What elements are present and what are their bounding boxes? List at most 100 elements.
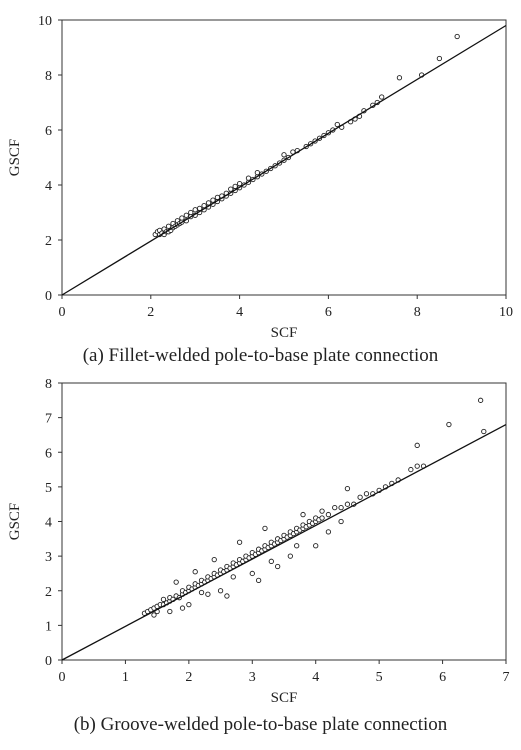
data-point	[173, 579, 179, 585]
data-point	[192, 569, 198, 575]
y-tick-label: 8	[45, 69, 52, 84]
y-tick-label: 5	[45, 481, 52, 496]
x-tick-label: 10	[499, 305, 513, 320]
data-point	[254, 169, 261, 176]
data-point	[414, 442, 420, 448]
data-point	[287, 553, 293, 559]
data-point	[232, 183, 238, 190]
y-axis-label: GSCF	[7, 503, 23, 541]
data-point	[477, 397, 484, 403]
data-point	[262, 525, 268, 532]
y-tick-label: 10	[38, 14, 52, 29]
data-point	[414, 463, 420, 469]
data-point	[344, 485, 351, 492]
data-points	[141, 397, 487, 618]
data-point	[179, 215, 185, 221]
data-point	[396, 75, 403, 81]
data-point	[436, 55, 443, 62]
data-point	[338, 504, 344, 511]
data-point	[245, 175, 252, 181]
x-tick-label: 8	[414, 305, 421, 320]
data-point	[325, 511, 332, 518]
data-point	[363, 491, 370, 497]
data-point	[446, 421, 452, 428]
chart-a-caption: (a) Fillet-welded pole-to-base plate con…	[82, 345, 439, 366]
y-tick-label: 4	[45, 179, 52, 194]
data-points	[152, 33, 460, 238]
data-point	[236, 180, 243, 187]
x-tick-label: 3	[249, 670, 256, 685]
data-point	[205, 591, 211, 597]
data-point	[160, 596, 167, 603]
data-point	[344, 501, 351, 507]
data-point	[313, 543, 319, 549]
data-point	[151, 612, 157, 618]
data-point	[319, 515, 325, 521]
chart-b-caption: (b) Groove-welded pole-to-base plate con…	[73, 714, 448, 735]
x-tick-label: 7	[503, 670, 510, 685]
y-tick-label: 0	[45, 654, 52, 669]
x-tick-label: 6	[325, 305, 332, 320]
data-point	[210, 197, 216, 203]
x-tick-label: 1	[122, 670, 129, 685]
data-point	[300, 511, 306, 518]
chart-b: 0 1 2 3 4 5 6 7 0 1 2 3 4 5 6 7 8 SCF GSCF	[7, 377, 510, 706]
x-tick-label: 6	[439, 670, 446, 685]
data-point	[217, 588, 224, 594]
data-point	[275, 563, 281, 570]
data-point	[228, 186, 234, 192]
data-point	[268, 558, 274, 564]
x-tick-label: 5	[376, 670, 383, 685]
data-point	[481, 428, 487, 435]
plot-area-frame	[61, 382, 507, 661]
data-point	[334, 121, 340, 128]
y-tick-label: 2	[45, 234, 52, 249]
data-point	[179, 605, 186, 611]
data-point	[249, 570, 255, 577]
y-tick-label: 4	[45, 516, 52, 531]
data-point	[357, 494, 363, 500]
data-point	[255, 577, 262, 584]
data-point	[338, 518, 344, 525]
x-tick-label: 2	[185, 670, 192, 685]
data-point	[183, 212, 189, 218]
y-tick-label: 1	[45, 619, 52, 634]
data-point	[236, 539, 243, 545]
data-point	[186, 601, 192, 608]
data-point	[224, 593, 230, 599]
data-point	[211, 556, 217, 563]
data-point	[188, 209, 194, 216]
data-point	[281, 152, 287, 158]
data-point	[454, 33, 460, 40]
y-tick-label: 8	[45, 377, 52, 392]
x-tick-label: 2	[147, 305, 154, 320]
data-point	[192, 207, 198, 213]
y-tick-label: 6	[45, 446, 52, 461]
data-point	[198, 589, 205, 596]
data-point	[214, 194, 221, 201]
data-point	[294, 543, 300, 549]
y-tick-label: 2	[45, 585, 52, 600]
plot-area-frame	[61, 19, 507, 296]
data-point	[408, 466, 414, 473]
x-tick-label: 4	[312, 670, 319, 685]
y-tick-label: 3	[45, 550, 52, 565]
fit-line	[61, 423, 507, 661]
chart-a: 0 2 4 6 8 10 0 2 4 6 8 10 SCF GSCF	[7, 14, 513, 341]
y-axis-label: GSCF	[7, 139, 23, 177]
data-point	[167, 608, 173, 615]
y-tick-label: 7	[45, 412, 52, 427]
x-axis-label: SCF	[271, 690, 298, 706]
data-point	[230, 574, 236, 580]
fit-line	[61, 24, 507, 296]
x-axis-label: SCF	[271, 325, 298, 341]
x-tick-label: 0	[59, 305, 66, 320]
y-tick-label: 0	[45, 289, 52, 304]
x-tick-label: 4	[236, 305, 243, 320]
data-point	[325, 529, 332, 535]
data-point	[165, 223, 172, 229]
x-tick-label: 0	[59, 670, 66, 685]
data-point	[319, 508, 325, 514]
data-point	[332, 504, 338, 511]
